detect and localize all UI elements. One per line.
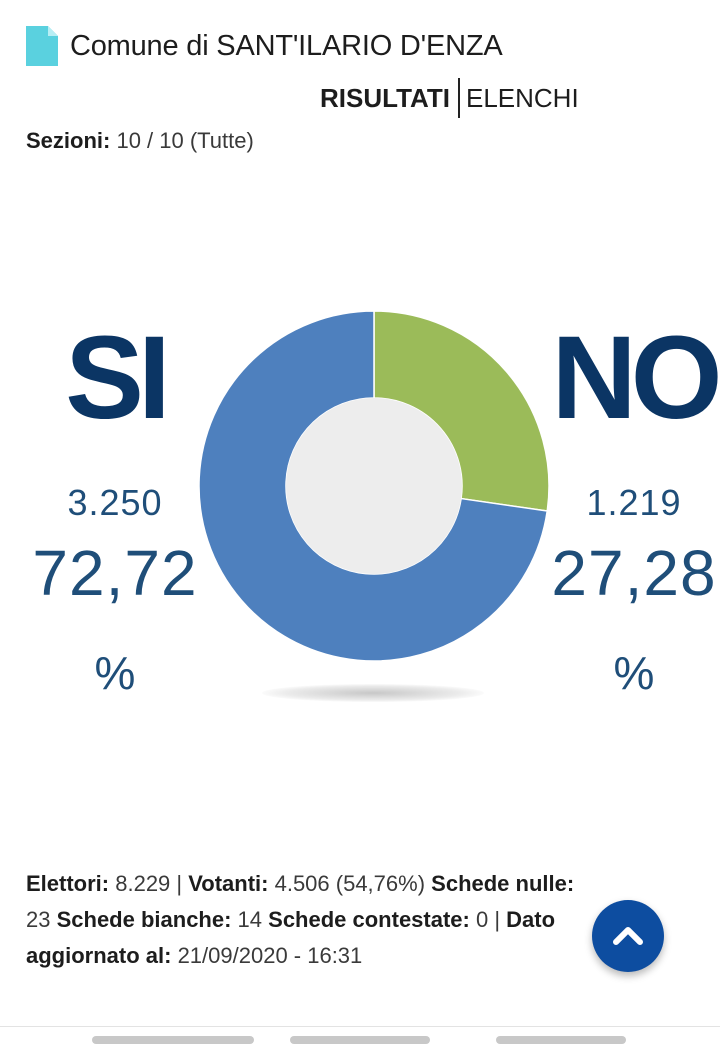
nulle-label: Schede nulle: [431, 871, 575, 896]
chart-shadow [262, 684, 484, 702]
si-votes: 3.250 [67, 482, 163, 523]
sezioni-label: Sezioni: [26, 128, 111, 153]
sezioni-value: 10 / 10 (Tutte) [116, 128, 254, 153]
results-donut-chart [196, 308, 552, 664]
nav-bar-pill [496, 1036, 626, 1044]
si-label: SI [65, 312, 171, 444]
bianche-value: 14 [231, 907, 269, 932]
tab-elenchi[interactable]: ELENCHI [465, 82, 579, 113]
no-label: NO [551, 312, 720, 444]
page-header: Comune di SANT'ILARIO D'ENZA [26, 26, 503, 66]
page-title: Comune di SANT'ILARIO D'ENZA [70, 29, 503, 62]
nulle-value: 23 [26, 907, 57, 932]
contestate-label: Schede contestate: [268, 907, 470, 932]
donut-svg [198, 310, 550, 662]
votanti-label: Votanti: [188, 871, 269, 896]
elettori-value: 8.229 | [109, 871, 189, 896]
view-tabs: RISULTATI ELENCHI [320, 78, 579, 118]
scroll-top-button[interactable] [592, 900, 664, 972]
contestate-value: 0 | [469, 907, 507, 932]
aggiornato-value: 21/09/2020 - 16:31 [171, 943, 363, 968]
donut-slice-no [373, 310, 550, 512]
nav-bar-pill [92, 1036, 254, 1044]
summary-footer: Elettori: 8.229 | Votanti: 4.506 (54,76%… [26, 866, 596, 974]
si-percent: 72,72 [32, 537, 198, 609]
no-percent: 27,28 [551, 537, 717, 609]
chevron-up-icon [613, 927, 643, 945]
bianche-label: Schede bianche: [56, 907, 232, 932]
sezioni-info: Sezioni: 10 / 10 (Tutte) [26, 128, 254, 154]
votanti-value: 4.506 (54,76%) [268, 871, 432, 896]
elettori-label: Elettori: [26, 871, 110, 896]
no-percent-sign: % [613, 647, 655, 699]
document-icon [26, 26, 58, 66]
tab-separator [457, 78, 460, 118]
nav-bar-pill [290, 1036, 430, 1044]
si-result: SI 3.250 72,72 % [30, 318, 200, 700]
donut-hole [286, 398, 462, 574]
no-result: NO 1.219 27,28 % [548, 318, 720, 700]
si-percent-sign: % [94, 647, 136, 699]
aggiornato-label: Dato aggiornato al: [26, 907, 556, 968]
tab-risultati[interactable]: RISULTATI [320, 82, 450, 113]
no-votes: 1.219 [586, 482, 682, 523]
bottom-divider [0, 1026, 720, 1027]
